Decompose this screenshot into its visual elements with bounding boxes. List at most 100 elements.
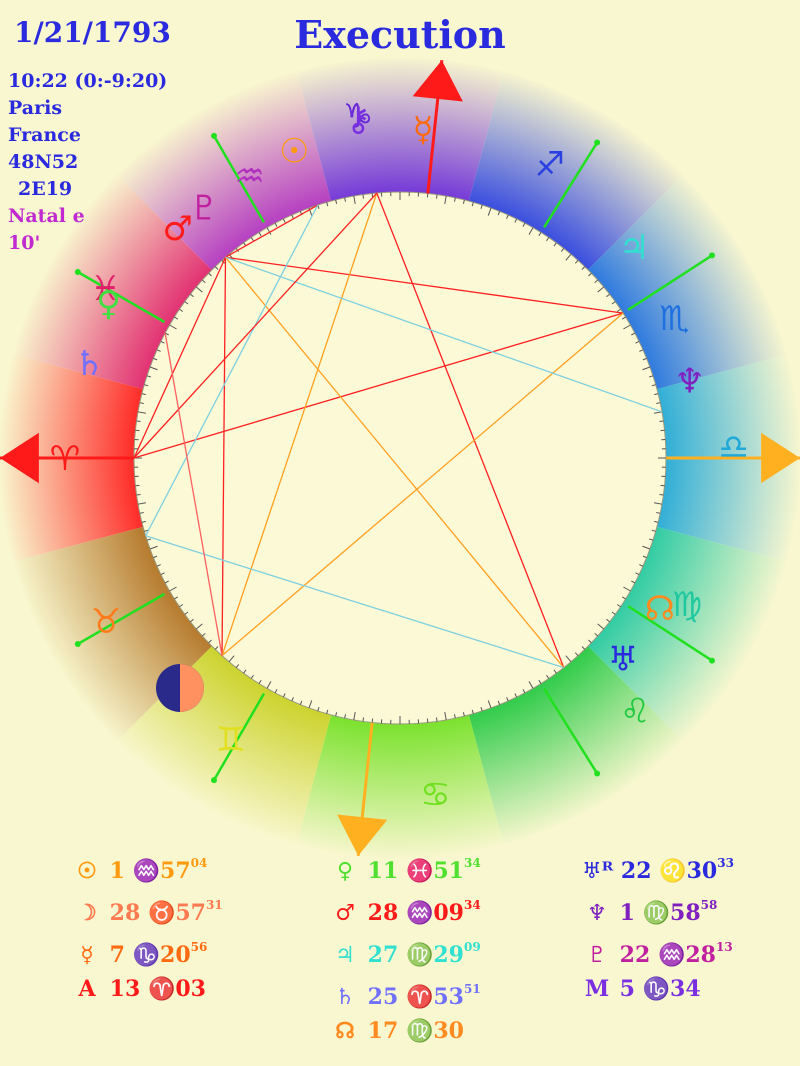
position-row: ♅ᴿ 22 ♌3033	[582, 846, 734, 888]
degree-tick	[560, 248, 565, 252]
position-sign: ♍	[405, 1018, 434, 1044]
degree-tick	[588, 639, 592, 644]
position-seconds: 31	[205, 898, 223, 912]
degree-tick	[471, 709, 474, 714]
degree-tick	[653, 502, 663, 505]
wheel-glyphs: ♈ ♓ ♒ ♑ ♐ ♏ ♎ ♍ ♌ ♋ ♊ ♉ ☉ ☿ ⚷ ♀ ♂♇ ♃ ♆ ♅ ♄ ☊	[50, 97, 749, 816]
cancer-sign-glyph: ♋	[420, 775, 450, 815]
degree-tick	[137, 502, 147, 505]
house-cusp-line	[543, 688, 599, 775]
aspect-line	[225, 204, 319, 258]
degree-tick	[139, 511, 144, 514]
sun-planet-glyph: ☉	[279, 132, 309, 172]
degree-tick	[656, 511, 661, 514]
degree-tick	[214, 646, 219, 650]
position-minutes: 03	[175, 976, 206, 1002]
degree-tick	[635, 572, 640, 576]
house-cusp-dot	[594, 139, 601, 146]
position-minutes: 53	[433, 984, 464, 1010]
degree-tick	[546, 237, 550, 242]
position-row: ♆ 1 ♍5858	[582, 888, 734, 930]
house-cusp-line	[212, 135, 266, 224]
degree-tick	[581, 646, 586, 650]
degree-tick	[250, 674, 254, 679]
house-cusp-dot	[594, 770, 601, 777]
position-glyph: ♀	[336, 858, 354, 884]
degree-tick	[654, 520, 659, 523]
aspect-line	[221, 312, 624, 657]
aries-sign-glyph: ♈	[50, 439, 80, 479]
moon-lit-half	[180, 664, 204, 712]
position-glyph: ♆	[587, 900, 607, 926]
degree-tick	[462, 199, 465, 204]
degree-tick	[594, 279, 599, 284]
degree-tick	[362, 194, 365, 199]
degree-tick	[282, 218, 286, 223]
degree-tick	[621, 316, 626, 320]
position-minutes: 51	[433, 858, 464, 884]
degree-tick	[195, 623, 203, 630]
degree-tick	[642, 545, 651, 550]
degree-tick	[141, 393, 146, 396]
degree-tick	[487, 700, 492, 709]
degree-tick	[487, 207, 492, 216]
position-row: M 5 ♑34	[582, 972, 734, 1006]
position-degree: 1	[102, 858, 133, 884]
aspect-line	[145, 204, 319, 537]
degree-tick	[581, 266, 586, 270]
degree-tick	[214, 266, 219, 270]
house-cusp-dot	[211, 777, 217, 784]
degree-tick	[453, 714, 456, 719]
position-degree: 28	[360, 900, 406, 926]
aspect-line	[221, 257, 227, 656]
degree-tick	[606, 293, 610, 298]
degree-tick	[335, 199, 338, 204]
degree-tick	[299, 700, 303, 705]
position-row: ♂ 28 ♒0934	[330, 888, 481, 930]
position-sign: ♒	[132, 858, 161, 884]
position-degree: 11	[360, 858, 406, 884]
position-degree: 5	[612, 976, 643, 1002]
degree-tick	[623, 324, 631, 330]
degree-tick	[653, 411, 663, 414]
position-glyph: ♃	[335, 942, 355, 968]
degree-tick	[631, 580, 636, 584]
position-minutes: 30	[433, 1018, 464, 1044]
position-seconds: 51	[463, 982, 481, 996]
aspect-lines	[133, 192, 663, 669]
degree-tick	[639, 349, 644, 352]
uranus-planet-glyph: ♅	[608, 640, 638, 680]
degree-tick	[514, 218, 518, 223]
position-glyph: M	[584, 976, 610, 1002]
degree-tick	[201, 279, 206, 284]
capricorn-sign-glyph: ♑	[343, 97, 373, 137]
position-seconds: 13	[715, 940, 733, 954]
degree-tick	[353, 711, 356, 721]
position-minutes: 30	[686, 858, 718, 884]
degree-tick	[184, 611, 189, 615]
chart-info: 10:22 (0:-9:20) Paris France 48N52 2E19 …	[8, 68, 167, 257]
degree-tick	[597, 623, 605, 630]
position-sign: ♑	[132, 942, 161, 968]
degree-ticks	[134, 192, 666, 724]
degree-tick	[649, 538, 654, 541]
degree-tick	[538, 679, 542, 684]
position-seconds: 33	[717, 856, 734, 870]
degree-tick	[136, 493, 141, 496]
position-degree: 27	[360, 942, 406, 968]
position-seconds: 34	[463, 898, 481, 912]
position-minutes: 57	[160, 858, 191, 884]
position-row: ♇ 22 ♒2813	[582, 930, 734, 972]
degree-tick	[528, 681, 534, 689]
degree-tick	[160, 572, 165, 576]
degree-tick	[291, 697, 294, 702]
jupiter-planet-glyph: ♃	[619, 228, 649, 268]
degree-tick	[291, 214, 294, 219]
position-seconds: 56	[190, 940, 208, 954]
node-planet-glyph: ☊	[645, 589, 675, 629]
degree-tick	[169, 586, 177, 592]
degree-tick	[522, 222, 526, 227]
chart-type: Natal e	[8, 205, 85, 227]
degree-tick	[651, 384, 656, 387]
leo-sign-glyph: ♌	[620, 691, 650, 731]
